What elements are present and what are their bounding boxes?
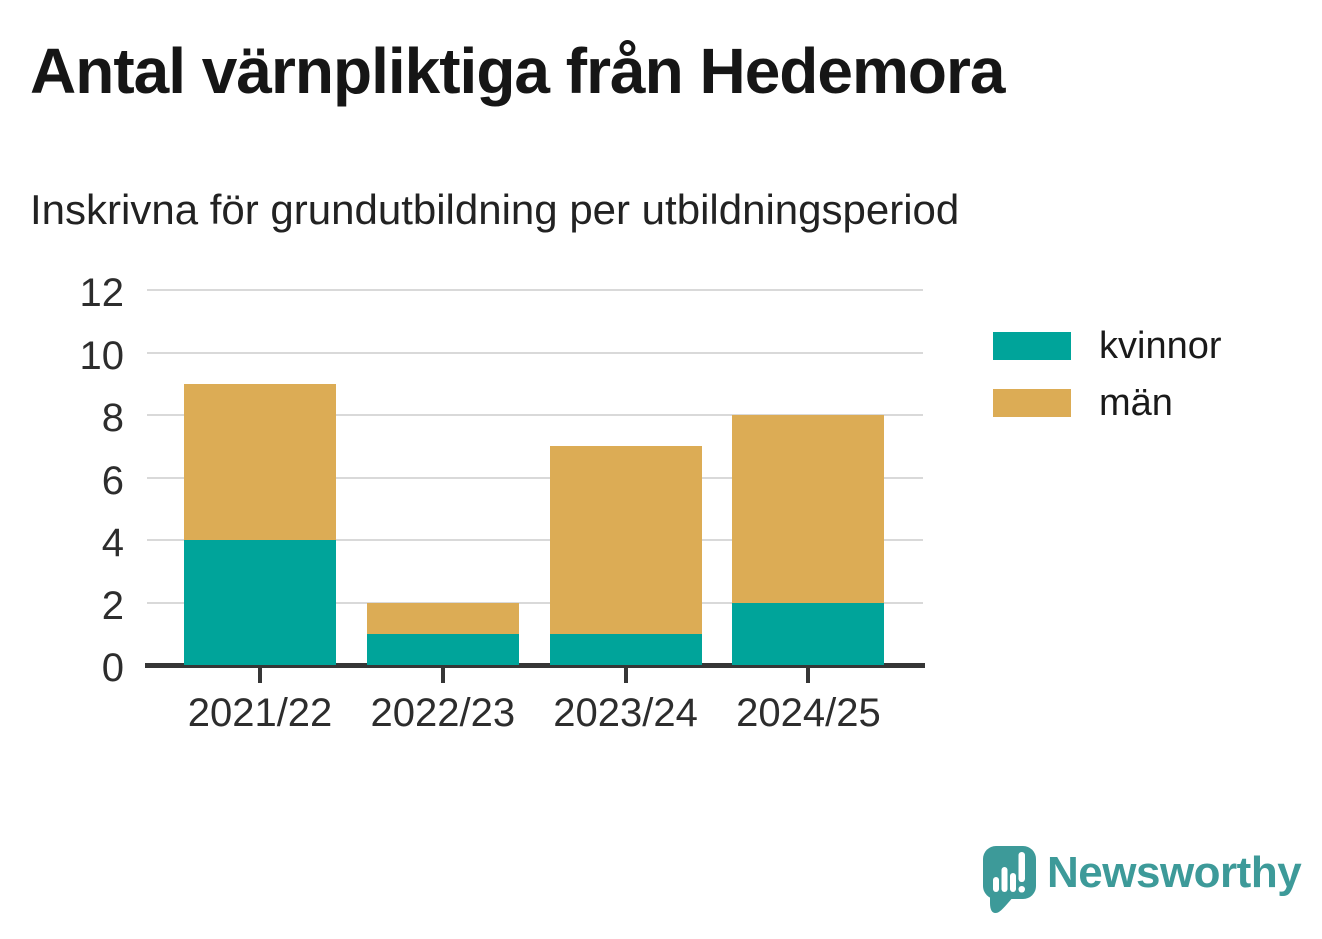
y-tick-label-6: 6 (101, 458, 124, 503)
gridline-y12 (147, 289, 923, 291)
x-tick-label-2024/25: 2024/25 (736, 691, 881, 735)
gridline-y2 (147, 601, 923, 604)
gridline-y8 (147, 414, 923, 416)
gridline-y6 (147, 476, 923, 479)
bar-2021/22-män (184, 383, 336, 540)
brand-footer: Newsworthy (983, 846, 1302, 918)
y-tick-label-12: 12 (79, 271, 125, 315)
x-tick-2021/22 (258, 668, 262, 683)
legend-item-män: män (993, 384, 1222, 422)
y-tick-label-2: 2 (101, 583, 124, 628)
gridline-y10 (147, 351, 923, 354)
y-tick-label-4: 4 (101, 521, 124, 565)
x-tick-label-2023/24: 2023/24 (553, 691, 698, 735)
legend: kvinnor män (993, 327, 1222, 446)
brand-logo-text: Newsworthy (1047, 848, 1302, 897)
bar-2022/23-män (366, 602, 519, 634)
bar-2023/24-kvinnor (549, 633, 702, 665)
bar-2022/23-kvinnor (366, 633, 519, 665)
chart-subtitle: Inskrivna för grundutbildning per utbild… (30, 186, 960, 233)
y-tick-label-0: 0 (101, 646, 124, 690)
bar-2024/25-män (732, 415, 885, 603)
y-tick-label-8: 8 (101, 396, 124, 440)
x-tick-2024/25 (806, 668, 811, 683)
newsworthy-logo-icon (983, 846, 1036, 914)
chart-title: Antal värnpliktiga från Hedemora (30, 35, 1005, 107)
legend-swatch-män (993, 389, 1071, 417)
bar-2024/25-kvinnor (732, 602, 885, 665)
x-tick-2022/23 (440, 668, 445, 683)
x-tick-label-2022/23: 2022/23 (370, 691, 516, 735)
plot-area (145, 289, 925, 683)
legend-swatch-kvinnor (993, 332, 1071, 360)
legend-item-kvinnor: kvinnor (993, 327, 1222, 365)
x-axis-line (145, 663, 925, 668)
x-tick-label-2021/22: 2021/22 (187, 691, 333, 735)
legend-label-män: män (1099, 382, 1173, 424)
bar-2021/22-kvinnor (184, 540, 336, 665)
x-tick-2023/24 (623, 668, 628, 683)
legend-label-kvinnor: kvinnor (1099, 325, 1222, 367)
gridline-y4 (147, 539, 923, 541)
bar-2023/24-män (549, 446, 702, 634)
y-tick-label-10: 10 (79, 333, 125, 378)
